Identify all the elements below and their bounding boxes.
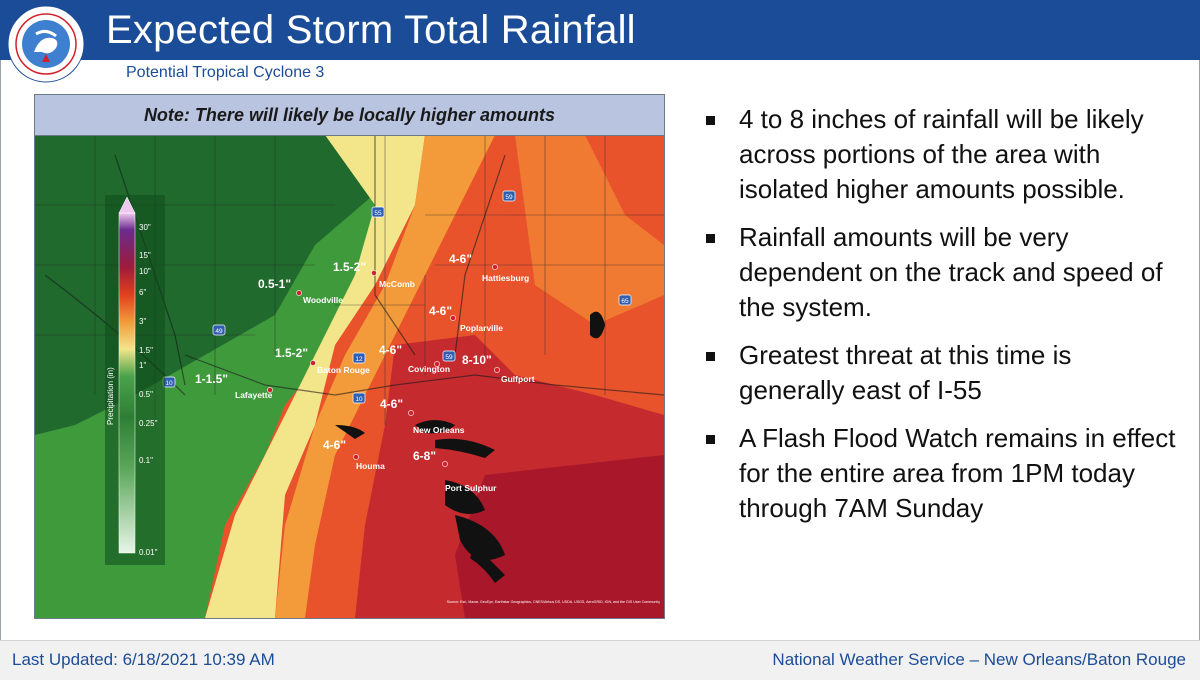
bullet-marker <box>706 352 715 361</box>
city-label: Gulfport <box>501 374 535 384</box>
bullet-item: A Flash Flood Watch remains in effect fo… <box>706 421 1176 526</box>
map-attribution: Source: Esri, Maxar, GeoEye, Earthstar G… <box>447 600 661 604</box>
legend-tick: 1.5" <box>139 346 153 355</box>
bullet-text: 4 to 8 inches of rainfall will be likely… <box>739 104 1144 204</box>
footer-bar: Last Updated: 6/18/2021 10:39 AM Nationa… <box>0 640 1200 680</box>
legend-tick: 3" <box>139 317 146 326</box>
bullet-text: A Flash Flood Watch remains in effect fo… <box>739 423 1176 523</box>
amount-label: 4-6" <box>429 304 452 318</box>
highway-label: 55 <box>374 210 382 217</box>
legend-tick: 0.01" <box>139 548 158 557</box>
bullet-text: Greatest threat at this time is generall… <box>739 340 1072 405</box>
city-label: Port Sulphur <box>445 483 497 493</box>
city-label: Lafayette <box>235 390 273 400</box>
legend-tick: 0.5" <box>139 390 153 399</box>
header-bar: Expected Storm Total Rainfall <box>0 0 1200 60</box>
amount-label: 4-6" <box>323 438 346 452</box>
legend-tick: 15" <box>139 251 151 260</box>
map-note: Note: There will likely be locally highe… <box>143 105 556 125</box>
highway-label: 12 <box>355 356 363 363</box>
city-label: Covington <box>408 364 450 374</box>
highway-label: 59 <box>445 354 453 361</box>
legend-tick: 10" <box>139 267 151 276</box>
bullet-text: Rainfall amounts will be very dependent … <box>739 222 1163 322</box>
nws-logo <box>6 4 86 84</box>
amount-label: 1.5-2" <box>275 346 308 360</box>
bullet-item: 4 to 8 inches of rainfall will be likely… <box>706 102 1176 207</box>
office-name: National Weather Service – New Orleans/B… <box>772 650 1186 669</box>
city-label: Woodville <box>303 295 343 305</box>
amount-label: 8-10" <box>462 353 492 367</box>
amount-label: 1.5-2" <box>333 260 366 274</box>
city-label: McComb <box>379 279 415 289</box>
bullet-item: Greatest threat at this time is generall… <box>706 338 1176 408</box>
amount-label: 4-6" <box>380 397 403 411</box>
bullet-marker <box>706 116 715 125</box>
bullet-marker <box>706 435 715 444</box>
highway-label: 49 <box>215 328 223 335</box>
legend-tick: 30" <box>139 223 151 232</box>
bullet-item: Rainfall amounts will be very dependent … <box>706 220 1176 325</box>
subtitle: Potential Tropical Cyclone 3 <box>126 64 325 81</box>
city-label: Hattiesburg <box>482 273 529 283</box>
city-label: Baton Rouge <box>317 365 370 375</box>
amount-label: 6-8" <box>413 449 436 463</box>
legend-tick: 0.1" <box>139 456 153 465</box>
legend-tick: 6" <box>139 288 146 297</box>
map-note-bar: Note: There will likely be locally highe… <box>35 95 664 136</box>
legend-tick: 0.25" <box>139 419 158 428</box>
map-canvas: 55 59 65 49 12 10 59 10 30" 15" 10" 6" 3… <box>35 95 664 618</box>
amount-label: 0.5-1" <box>258 277 291 291</box>
highway-label: 59 <box>505 194 513 201</box>
amount-label: 1-1.5" <box>195 372 228 386</box>
legend-title: Precipitation (in) <box>106 367 115 425</box>
highway-shields: 55 59 65 49 12 10 59 10 <box>162 190 632 404</box>
amount-label: 4-6" <box>449 252 472 266</box>
highway-label: 10 <box>355 396 363 403</box>
highway-label: 65 <box>621 298 629 305</box>
rainfall-map: 55 59 65 49 12 10 59 10 30" 15" 10" 6" 3… <box>34 94 665 619</box>
city-label: Houma <box>356 461 385 471</box>
amount-label: 4-6" <box>379 343 402 357</box>
bullet-marker <box>706 234 715 243</box>
city-label: New Orleans <box>413 425 465 435</box>
page-title: Expected Storm Total Rainfall <box>106 8 636 52</box>
highway-label: 10 <box>165 380 173 387</box>
legend-tick: 1" <box>139 361 146 370</box>
precipitation-legend: 30" 15" 10" 6" 3" 1.5" 1" 0.5" 0.25" 0.1… <box>105 195 165 565</box>
city-label: Poplarville <box>460 323 503 333</box>
bullet-list: 4 to 8 inches of rainfall will be likely… <box>706 102 1176 539</box>
last-updated: Last Updated: 6/18/2021 10:39 AM <box>12 650 275 669</box>
